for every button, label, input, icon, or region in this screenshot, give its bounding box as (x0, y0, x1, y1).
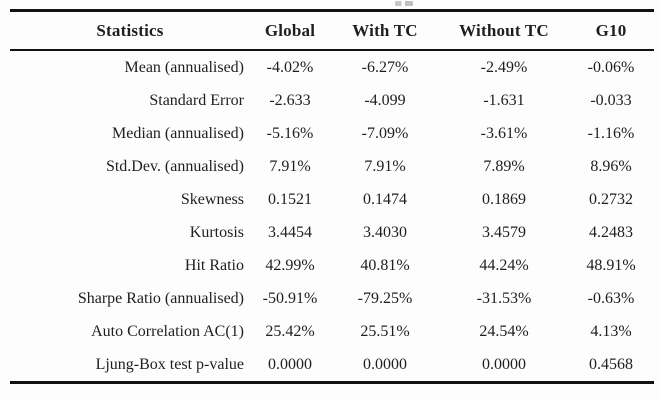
table-header: Statistics Global With TC Without TC G10 (10, 10, 654, 51)
row-label: Median (annualised) (112, 124, 244, 142)
header-row: Statistics Global With TC Without TC G10 (10, 10, 654, 51)
cell-g10: 0.4568 (589, 355, 633, 373)
cell-global: 3.4454 (268, 223, 312, 241)
cell-global: -5.16% (266, 124, 314, 142)
cell-without-tc: -1.631 (483, 91, 525, 109)
cell-g10: 4.13% (590, 322, 632, 340)
row-label: Sharpe Ratio (annualised) (77, 289, 244, 307)
cell-with-tc: -7.09% (361, 124, 409, 142)
table-row: Mean (annualised) -4.02% -6.27% -2.49% -… (10, 50, 654, 84)
cell-without-tc: 0.0000 (482, 355, 526, 373)
row-label: Standard Error (149, 91, 244, 109)
col-header-without-tc: Without TC (440, 10, 568, 51)
cell-g10: 48.91% (586, 256, 636, 274)
cell-global: -4.02% (266, 58, 314, 76)
cell-without-tc: -2.49% (480, 58, 528, 76)
table-row: Skewness 0.1521 0.1474 0.1869 0.2732 (10, 183, 654, 216)
cell-global: -50.91% (262, 289, 318, 307)
cell-without-tc: 44.24% (479, 256, 529, 274)
row-label: Skewness (180, 190, 244, 208)
cell-without-tc: -31.53% (476, 289, 532, 307)
cell-global: 0.0000 (268, 355, 312, 373)
table-row: Standard Error -2.633 -4.099 -1.631 -0.0… (10, 84, 654, 117)
cell-global: 0.1521 (268, 190, 312, 208)
cell-global: 42.99% (265, 256, 315, 274)
cell-with-tc: 0.0000 (363, 355, 407, 373)
table-row: Kurtosis 3.4454 3.4030 3.4579 4.2483 (10, 216, 654, 249)
cell-with-tc: 25.51% (360, 322, 410, 340)
cropped-text-artifact (395, 1, 413, 6)
table-row: Std.Dev. (annualised) 7.91% 7.91% 7.89% … (10, 150, 654, 183)
cell-with-tc: -6.27% (361, 58, 409, 76)
cell-g10: -0.033 (590, 91, 632, 109)
col-header-statistics: Statistics (10, 10, 250, 51)
cell-g10: 0.2732 (589, 190, 633, 208)
row-label: Kurtosis (189, 223, 244, 241)
cell-without-tc: -3.61% (480, 124, 528, 142)
cell-without-tc: 3.4579 (482, 223, 526, 241)
row-label: Mean (annualised) (124, 58, 244, 76)
table-row: Median (annualised) -5.16% -7.09% -3.61%… (10, 117, 654, 150)
cell-global: 25.42% (265, 322, 315, 340)
cell-with-tc: 3.4030 (363, 223, 407, 241)
cell-with-tc: 0.1474 (363, 190, 407, 208)
cell-g10: -0.63% (587, 289, 635, 307)
cell-without-tc: 0.1869 (482, 190, 526, 208)
table-row: Sharpe Ratio (annualised) -50.91% -79.25… (10, 282, 654, 315)
cell-with-tc: 40.81% (360, 256, 410, 274)
row-label: Ljung-Box test p-value (95, 355, 244, 373)
cell-g10: -0.06% (587, 58, 635, 76)
cell-global: 7.91% (269, 157, 311, 175)
cell-g10: 8.96% (590, 157, 632, 175)
col-header-global: Global (250, 10, 330, 51)
cell-global: -2.633 (269, 91, 311, 109)
row-label: Hit Ratio (184, 256, 244, 274)
col-header-with-tc: With TC (330, 10, 440, 51)
cell-g10: 4.2483 (589, 223, 633, 241)
cell-with-tc: -79.25% (357, 289, 413, 307)
col-header-g10: G10 (568, 10, 654, 51)
cell-g10: -1.16% (587, 124, 635, 142)
row-label: Std.Dev. (annualised) (105, 157, 244, 175)
table-body: Mean (annualised) -4.02% -6.27% -2.49% -… (10, 50, 654, 383)
table-row: Hit Ratio 42.99% 40.81% 44.24% 48.91% (10, 249, 654, 282)
table-row: Auto Correlation AC(1) 25.42% 25.51% 24.… (10, 315, 654, 348)
table-row: Ljung-Box test p-value 0.0000 0.0000 0.0… (10, 348, 654, 383)
cell-with-tc: 7.91% (364, 157, 406, 175)
cell-with-tc: -4.099 (364, 91, 406, 109)
cell-without-tc: 7.89% (483, 157, 525, 175)
row-label: Auto Correlation AC(1) (91, 322, 244, 340)
cell-without-tc: 24.54% (479, 322, 529, 340)
statistics-table: Statistics Global With TC Without TC G10… (10, 9, 654, 384)
